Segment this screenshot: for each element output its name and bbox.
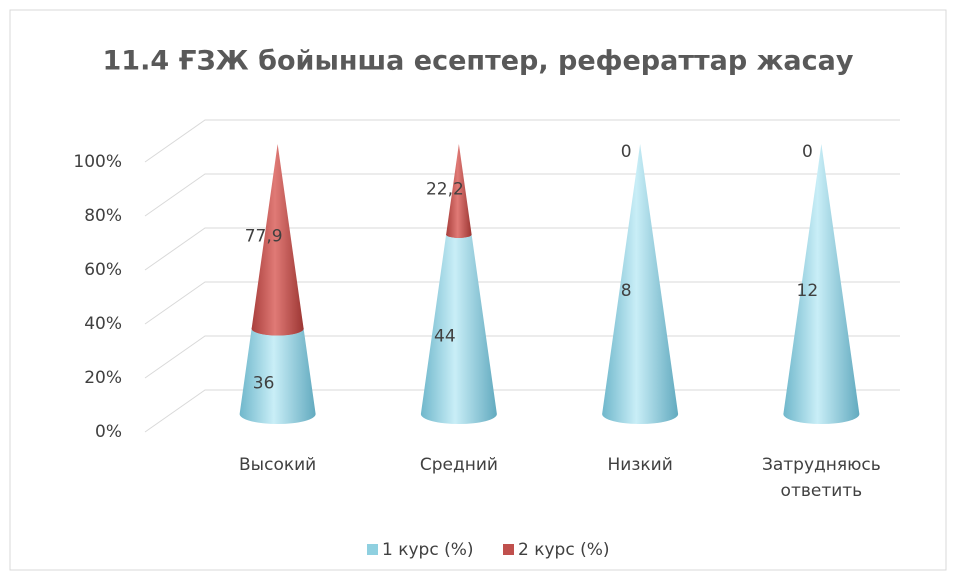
legend-label: 1 курс (%): [382, 540, 474, 560]
cone-segment: [602, 144, 679, 424]
legend-label: 2 курс (%): [518, 540, 610, 560]
data-label: 0: [802, 142, 813, 162]
data-label: 8: [621, 281, 632, 301]
y-tick-label: 80%: [84, 206, 122, 226]
legend-swatch: [367, 544, 378, 555]
data-label: 77,9: [245, 226, 283, 246]
cone-segment: [239, 328, 316, 424]
x-tick-label: Затрудняюсь ответить: [761, 455, 881, 501]
y-tick-label: 100%: [73, 152, 122, 172]
grid-line: [144, 227, 900, 271]
cone-segment: [420, 234, 497, 424]
grid-line: [144, 335, 900, 379]
data-label: 44: [434, 326, 456, 346]
y-tick-label: 20%: [84, 368, 122, 388]
x-tick-label: Низкий: [607, 455, 673, 475]
data-label: 12: [797, 281, 819, 301]
legend-swatch: [503, 544, 514, 555]
data-label: 0: [621, 142, 632, 162]
grid-line: [144, 119, 900, 163]
x-tick-label: Средний: [419, 455, 498, 475]
data-label: 36: [253, 373, 275, 393]
grid-line: [144, 173, 900, 217]
cone-segment: [251, 144, 304, 336]
y-tick-label: 40%: [84, 314, 122, 334]
cone-segment: [446, 144, 472, 238]
y-tick-label: 60%: [84, 260, 122, 280]
chart-title: 11.4 ҒЗЖ бойынша есептер, рефераттар жас…: [103, 46, 854, 77]
grid-line: [144, 281, 900, 325]
x-tick-label: Высокий: [239, 455, 317, 475]
data-label: 22,2: [426, 179, 464, 199]
y-tick-label: 0%: [95, 422, 122, 442]
cone-segment: [783, 144, 860, 424]
